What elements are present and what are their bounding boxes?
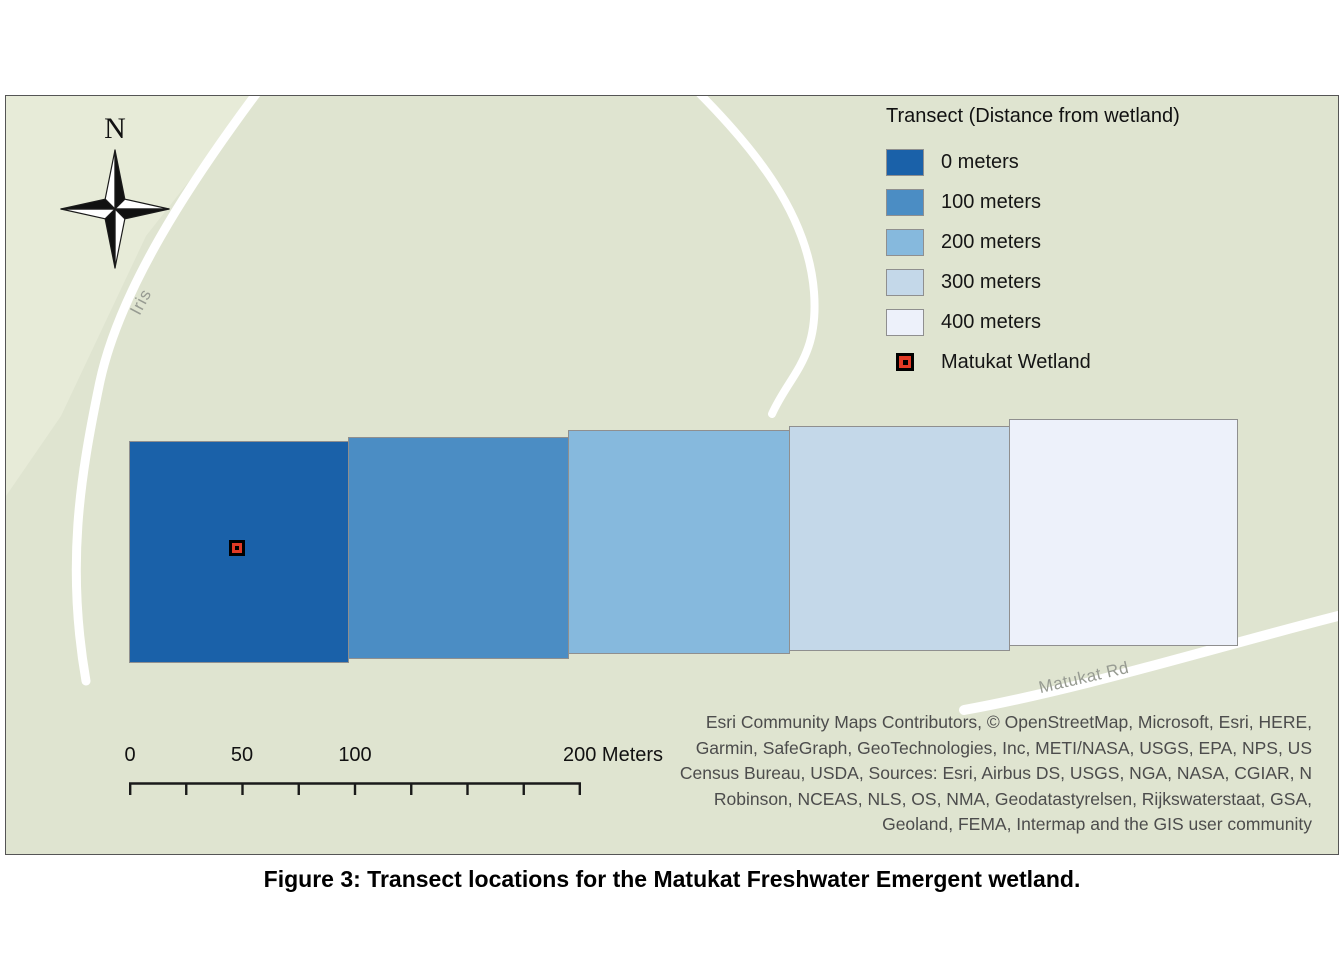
attribution-line: Esri Community Maps Contributors, © Open…: [705, 712, 1312, 732]
scale-bar: 0 50 100 200 Meters: [124, 744, 689, 804]
scale-label-50: 50: [230, 744, 254, 766]
scale-label-100: 100: [338, 744, 372, 766]
legend-swatch-300-meters: [886, 268, 924, 296]
wetland-marker: [229, 540, 245, 556]
wetland-symbol-cell: [886, 353, 924, 371]
legend-item: 400 meters: [886, 302, 1180, 342]
road-iris: [71, 96, 261, 686]
legend-swatch-200-meters: [886, 228, 924, 256]
legend: Transect (Distance from wetland) 0 meter…: [886, 104, 1180, 382]
transect-300-meters: [789, 426, 1010, 651]
legend-item: 300 meters: [886, 262, 1180, 302]
scale-label-200-meters: 200 Meters: [563, 744, 664, 766]
legend-swatch-400-meters: [886, 308, 924, 336]
attribution-line: Robinson, NCEAS, NLS, OS, NMA, Geodatast…: [713, 788, 1312, 809]
legend-item-label: 100 meters: [941, 190, 1042, 213]
north-arrow: N: [53, 112, 177, 270]
legend-title: Transect (Distance from wetland): [886, 105, 1180, 127]
legend-item-label: Matukat Wetland: [941, 350, 1091, 373]
figure-caption: Figure 3: Transect locations for the Mat…: [263, 866, 1081, 892]
legend-item: 0 meters: [886, 142, 1180, 182]
wetland-symbol-icon: [896, 353, 914, 371]
legend-swatch-0-meters: [886, 148, 924, 176]
transect-200-meters: [568, 430, 790, 654]
attribution: Esri Community Maps Contributors, © Open…: [652, 710, 1312, 838]
transect-100-meters: [348, 437, 569, 659]
legend-swatch-100-meters: [886, 188, 924, 216]
wetland-symbol-dot: [902, 359, 908, 365]
north-arrow-icon: [60, 149, 170, 269]
attribution-line: Census Bureau, USDA, Sources: Esri, Airb…: [679, 763, 1312, 783]
transect-400-meters: [1009, 419, 1238, 646]
scale-label-0: 0: [124, 744, 136, 766]
legend-item: 200 meters: [886, 222, 1180, 262]
legend-item-label: 300 meters: [941, 270, 1042, 293]
legend-item-label: 0 meters: [941, 150, 1019, 173]
wetland-marker-dot: [235, 546, 239, 550]
legend-item: 100 meters: [886, 182, 1180, 222]
road-matukat: [959, 610, 1338, 715]
roads-layer: [6, 96, 1338, 715]
light-land-patch: [6, 96, 256, 496]
scale-bar-ruler: [129, 782, 581, 795]
legend-item-wetland: Matukat Wetland: [886, 342, 1180, 382]
legend-item-label: 400 meters: [941, 310, 1042, 333]
legend-item-label: 200 meters: [941, 230, 1042, 253]
attribution-line: Geoland, FEMA, Intermap and the GIS user…: [882, 814, 1312, 834]
north-label: N: [104, 112, 126, 145]
map: Iris Matukat Rd N Transect (Distance fro…: [5, 95, 1339, 855]
road-top-right: [696, 96, 819, 418]
attribution-line: Garmin, SafeGraph, GeoTechnologies, Inc,…: [695, 737, 1312, 758]
